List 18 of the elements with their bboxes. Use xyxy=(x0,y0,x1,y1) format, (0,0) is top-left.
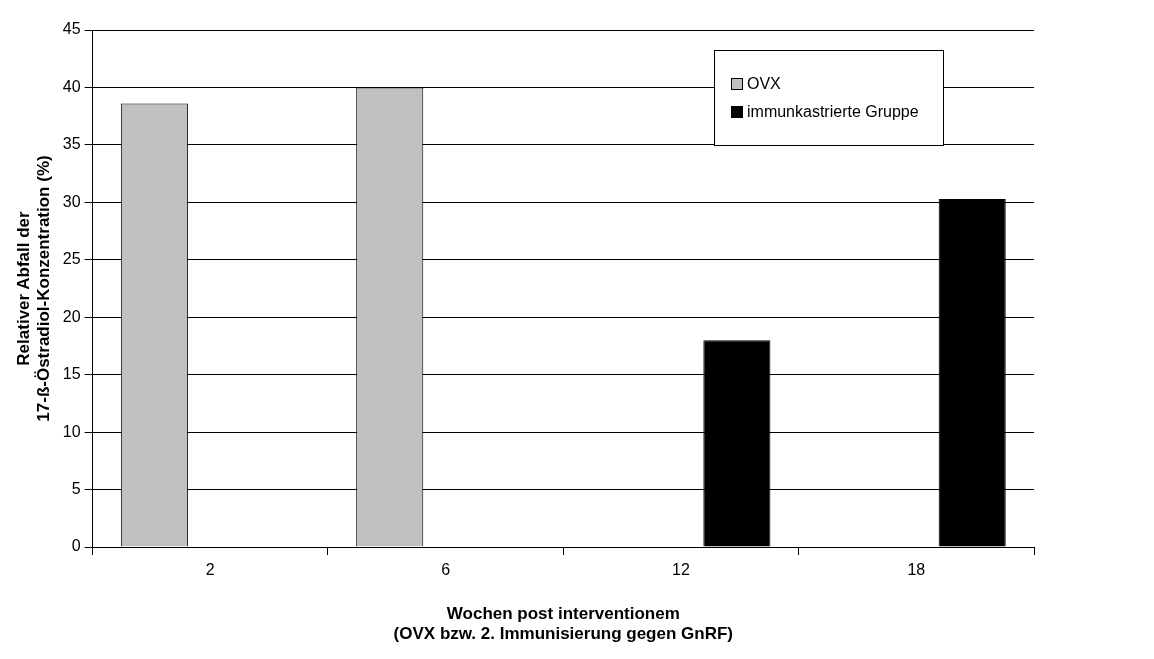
y-tick-label: 30 xyxy=(62,192,81,210)
y-tick-label: 10 xyxy=(62,422,81,440)
y-axis-title: Relativer Abfall der 17-ß-Östradiol-Konzentration (%) xyxy=(13,155,54,422)
y-tick-label: 25 xyxy=(62,250,81,268)
y-tick-label: 5 xyxy=(71,479,81,497)
x-tick-label: 6 xyxy=(441,561,451,579)
x-tick-label: 12 xyxy=(672,561,690,579)
y-tick-label: 40 xyxy=(62,77,81,95)
y-tick-label: 15 xyxy=(62,365,81,383)
x-tick-label: 18 xyxy=(907,561,926,579)
y-tick-label: 0 xyxy=(71,537,81,555)
legend-label: immunkastrierte Gruppe xyxy=(747,103,919,121)
y-tick-label: 20 xyxy=(62,307,81,325)
x-axis-title: Wochen post interventionem (OVX bzw. 2. Immunisierung gegen GnRF) xyxy=(393,604,733,644)
x-tick-label: 2 xyxy=(205,561,215,579)
y-tick-label: 45 xyxy=(62,20,81,38)
y-tick-label: 35 xyxy=(62,135,81,153)
legend-label: OVX xyxy=(747,75,781,93)
